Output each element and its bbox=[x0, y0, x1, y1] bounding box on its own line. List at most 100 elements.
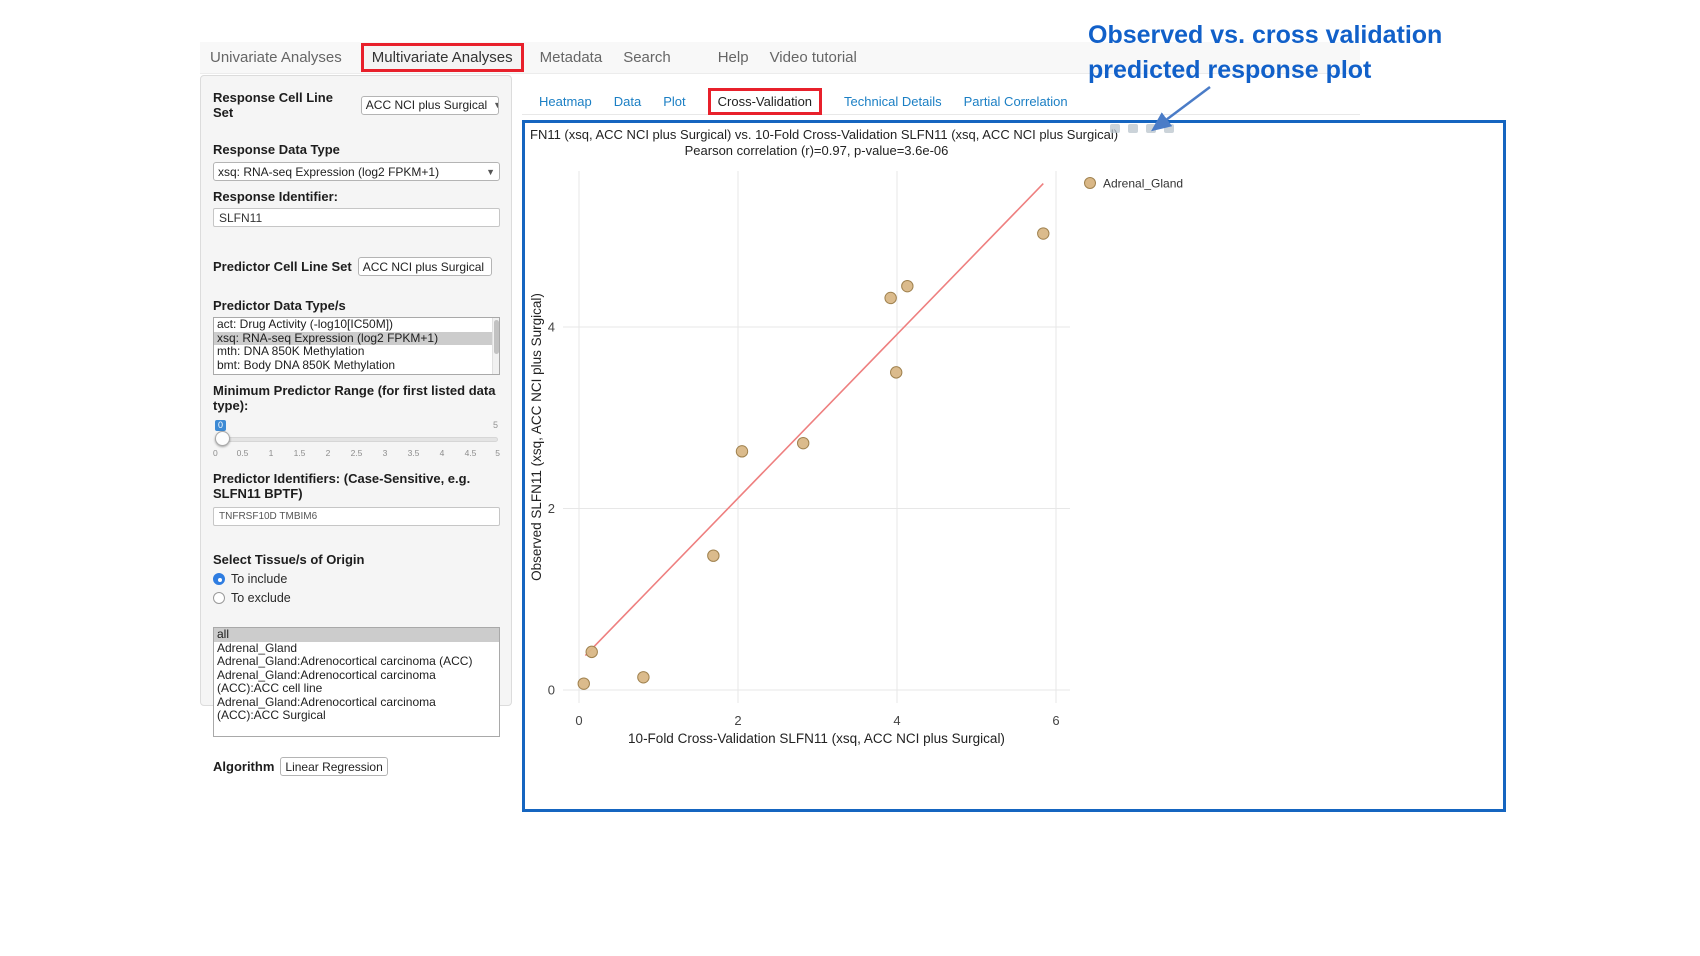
tissue-option[interactable]: Adrenal_Gland:Adrenocortical carcinoma (… bbox=[217, 667, 436, 695]
x-tick-label: 2 bbox=[734, 713, 741, 728]
tab-plot[interactable]: Plot bbox=[663, 93, 686, 109]
cross-validation-plot-panel: 0 2 4 6 0 2 4 FN11 (xsq, ACC NCI plus Surgical)… bbox=[522, 120, 1506, 812]
slider-tick-label: 0.5 bbox=[236, 448, 249, 458]
x-tick-label: 0 bbox=[575, 713, 582, 728]
response-cell-line-set-row: Response Cell Line Set ACC NCI plus Surg… bbox=[213, 90, 499, 120]
tab-cross-validation[interactable]: Cross-Validation bbox=[707, 87, 823, 115]
slider-tick-label: 2 bbox=[325, 448, 331, 458]
annotation-note: Observed vs. cross validation predicted … bbox=[1088, 18, 1442, 88]
predictor-data-type-option-act[interactable]: act: Drug Activity (-log10[IC50M]) bbox=[217, 317, 394, 331]
predictor-data-type-option-mth[interactable]: mth: DNA 850K Methylation bbox=[217, 344, 365, 358]
tissue-option[interactable]: Adrenal_Gland:Adrenocortical carcinoma (… bbox=[217, 694, 436, 722]
x-tick-label: 6 bbox=[1052, 713, 1059, 728]
legend-label[interactable]: Adrenal_Gland bbox=[1103, 177, 1183, 191]
slider-handle[interactable] bbox=[215, 431, 230, 446]
min-predictor-range-slider[interactable]: 0 5 0 0.5 1 1.5 2 2.5 3 3.5 4 4.5 5 bbox=[213, 420, 500, 461]
modebar-zoom-icon[interactable] bbox=[1128, 124, 1138, 133]
slider-tick-label: 1 bbox=[268, 448, 274, 458]
modebar-camera-icon[interactable] bbox=[1110, 124, 1120, 133]
response-data-type-value: xsq: RNA-seq Expression (log2 FPKM+1) bbox=[218, 164, 440, 179]
data-point[interactable] bbox=[884, 291, 897, 305]
predictor-data-type-option-bmt[interactable]: bmt: Body DNA 850K Methylation bbox=[217, 357, 396, 372]
data-point[interactable] bbox=[901, 279, 914, 293]
predictor-identifiers-input[interactable] bbox=[213, 507, 500, 526]
cross-validation-scatter-chart: 0 2 4 6 0 2 4 FN11 (xsq, ACC NCI plus Surgical)… bbox=[529, 124, 1183, 746]
algorithm-label: Algorithm bbox=[213, 759, 275, 774]
data-point[interactable] bbox=[796, 436, 810, 450]
x-axis-label: 10-Fold Cross-Validation SLFN11 (xsq, AC… bbox=[628, 731, 1005, 746]
chevron-down-icon: ▼ bbox=[493, 100, 498, 110]
predictor-cell-line-set-select[interactable]: ACC NCI plus Surgical ▼ bbox=[357, 257, 492, 276]
tab-heatmap[interactable]: Heatmap bbox=[539, 93, 592, 109]
slider-track[interactable] bbox=[215, 437, 498, 442]
tissue-option[interactable]: all bbox=[214, 628, 499, 642]
tissue-option[interactable]: Adrenal_Gland:Adrenocortical carcinoma (… bbox=[217, 654, 473, 668]
tab-technical-details[interactable]: Technical Details bbox=[844, 93, 942, 109]
data-point[interactable] bbox=[1037, 227, 1050, 240]
annotation-arrow-icon bbox=[1151, 86, 1211, 132]
tissue-option[interactable]: Adrenal_Gland bbox=[217, 640, 298, 655]
annotation-line2: predicted response plot bbox=[1088, 56, 1372, 84]
slider-tick-label: 0 bbox=[213, 448, 218, 458]
tissue-listbox[interactable]: all Adrenal_Gland Adrenal_Gland:Adrenocort… bbox=[213, 627, 500, 737]
data-point[interactable] bbox=[707, 549, 720, 562]
data-point[interactable] bbox=[637, 671, 650, 684]
radio-to-exclude[interactable]: To exclude bbox=[213, 591, 499, 605]
y-tick-label: 4 bbox=[548, 320, 555, 335]
scrollbar-thumb[interactable] bbox=[494, 320, 499, 354]
y-tick-label: 0 bbox=[548, 683, 555, 698]
y-axis-label: Observed SLFN11 (xsq, ACC NCI plus Surgi… bbox=[529, 293, 544, 581]
legend-marker[interactable] bbox=[1084, 177, 1096, 189]
slider-tick-label: 4.5 bbox=[464, 448, 477, 458]
chevron-down-icon: ▼ bbox=[486, 166, 495, 177]
y-tick-label: 2 bbox=[548, 501, 555, 516]
chart-subtitle: Pearson correlation (r)=0.97, p-value=3.… bbox=[685, 143, 949, 158]
nav-item-search[interactable]: Search bbox=[623, 49, 671, 66]
data-point[interactable] bbox=[585, 645, 598, 659]
tab-partial-correlation[interactable]: Partial Correlation bbox=[963, 93, 1068, 109]
analysis-tabs: Heatmap Data Plot Cross-Validation Technical… bbox=[522, 87, 1360, 115]
nav-item-multivariate-analyses[interactable]: Multivariate Analyses bbox=[360, 43, 524, 72]
slider-value-badge: 0 bbox=[215, 420, 227, 431]
data-point[interactable] bbox=[735, 445, 749, 458]
control-panel: Response Cell Line Set ACC NCI plus Surg… bbox=[200, 75, 512, 776]
nav-item-help[interactable]: Help bbox=[717, 49, 749, 66]
annotation-line1: Observed vs. cross validation bbox=[1088, 21, 1443, 49]
algorithm-select[interactable]: Linear Regression ▼ bbox=[280, 757, 389, 776]
chevron-down-icon: ▼ bbox=[490, 262, 491, 272]
response-data-type-label: Response Data Type bbox=[213, 142, 340, 157]
chart-title: FN11 (xsq, ACC NCI plus Surgical) vs. 10… bbox=[530, 127, 1118, 142]
nav-item-metadata[interactable]: Metadata bbox=[539, 49, 603, 66]
data-point[interactable] bbox=[577, 677, 590, 690]
radio-dot bbox=[217, 577, 222, 582]
response-cell-line-set-select[interactable]: ACC NCI plus Surgical ▼ bbox=[360, 95, 499, 115]
nav-item-video-tutorial[interactable]: Video tutorial bbox=[769, 49, 857, 66]
response-identifier-label: Response Identifier: bbox=[213, 189, 338, 204]
radio-label: To include bbox=[231, 572, 288, 586]
top-nav: Univariate Analyses Multivariate Analyses… bbox=[200, 42, 1360, 74]
slider-tick-label: 4 bbox=[439, 448, 445, 458]
predictor-cell-line-set-row: Predictor Cell Line Set ACC NCI plus Sur… bbox=[213, 257, 499, 276]
radio-label: To exclude bbox=[231, 591, 291, 605]
scrollbar[interactable] bbox=[492, 318, 499, 374]
predictor-data-type-option-xsq[interactable]: xsq: RNA-seq Expression (log2 FPKM+1) bbox=[214, 331, 499, 345]
radio-button-icon bbox=[213, 573, 225, 585]
radio-button-icon bbox=[213, 592, 225, 604]
predictor-cell-line-set-label: Predictor Cell Line Set bbox=[213, 259, 352, 274]
predictor-data-types-listbox[interactable]: act: Drug Activity (-log10[IC50M]) xsq: R… bbox=[213, 317, 500, 375]
predictor-cell-line-set-value: ACC NCI plus Surgical bbox=[362, 259, 485, 274]
slider-tick-label: 1.5 bbox=[293, 448, 306, 458]
response-data-type-select[interactable]: xsq: RNA-seq Expression (log2 FPKM+1) ▼ bbox=[213, 162, 500, 181]
response-identifier-input[interactable] bbox=[213, 208, 500, 227]
tissue-origin-label: Select Tissue/s of Origin bbox=[213, 552, 365, 567]
nav-item-univariate-analyses[interactable]: Univariate Analyses bbox=[210, 49, 342, 66]
radio-to-include[interactable]: To include bbox=[213, 572, 499, 586]
predictor-identifiers-label: Predictor Identifiers: (Case-Sensitive, … bbox=[213, 471, 471, 501]
slider-tick-label: 3 bbox=[382, 448, 388, 458]
slider-max-label: 5 bbox=[492, 420, 498, 430]
tab-data[interactable]: Data bbox=[613, 93, 642, 109]
algorithm-value: Linear Regression bbox=[285, 759, 383, 774]
predictor-data-types-label: Predictor Data Type/s bbox=[213, 298, 346, 313]
min-predictor-range-label: Minimum Predictor Range (for first liste… bbox=[213, 383, 496, 413]
data-point[interactable] bbox=[890, 366, 903, 379]
